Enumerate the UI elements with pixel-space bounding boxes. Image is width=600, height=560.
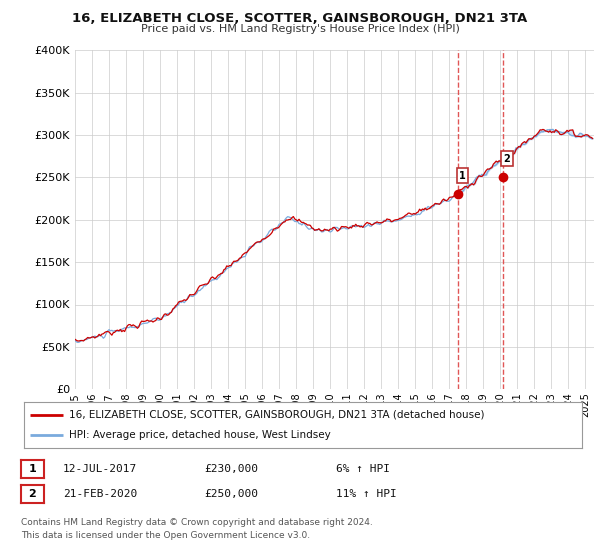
Text: 2: 2 [503, 154, 510, 164]
Text: 11% ↑ HPI: 11% ↑ HPI [336, 489, 397, 499]
Text: 1: 1 [459, 171, 466, 181]
Text: 2: 2 [29, 489, 36, 499]
Text: Contains HM Land Registry data © Crown copyright and database right 2024.
This d: Contains HM Land Registry data © Crown c… [21, 518, 373, 539]
Text: Price paid vs. HM Land Registry's House Price Index (HPI): Price paid vs. HM Land Registry's House … [140, 24, 460, 34]
Text: HPI: Average price, detached house, West Lindsey: HPI: Average price, detached house, West… [68, 430, 331, 440]
Text: 6% ↑ HPI: 6% ↑ HPI [336, 464, 390, 474]
Text: 12-JUL-2017: 12-JUL-2017 [63, 464, 137, 474]
Text: 21-FEB-2020: 21-FEB-2020 [63, 489, 137, 499]
Text: 16, ELIZABETH CLOSE, SCOTTER, GAINSBOROUGH, DN21 3TA: 16, ELIZABETH CLOSE, SCOTTER, GAINSBOROU… [73, 12, 527, 25]
Text: 1: 1 [29, 464, 36, 474]
Text: £250,000: £250,000 [204, 489, 258, 499]
Text: 16, ELIZABETH CLOSE, SCOTTER, GAINSBOROUGH, DN21 3TA (detached house): 16, ELIZABETH CLOSE, SCOTTER, GAINSBOROU… [68, 410, 484, 420]
Text: £230,000: £230,000 [204, 464, 258, 474]
